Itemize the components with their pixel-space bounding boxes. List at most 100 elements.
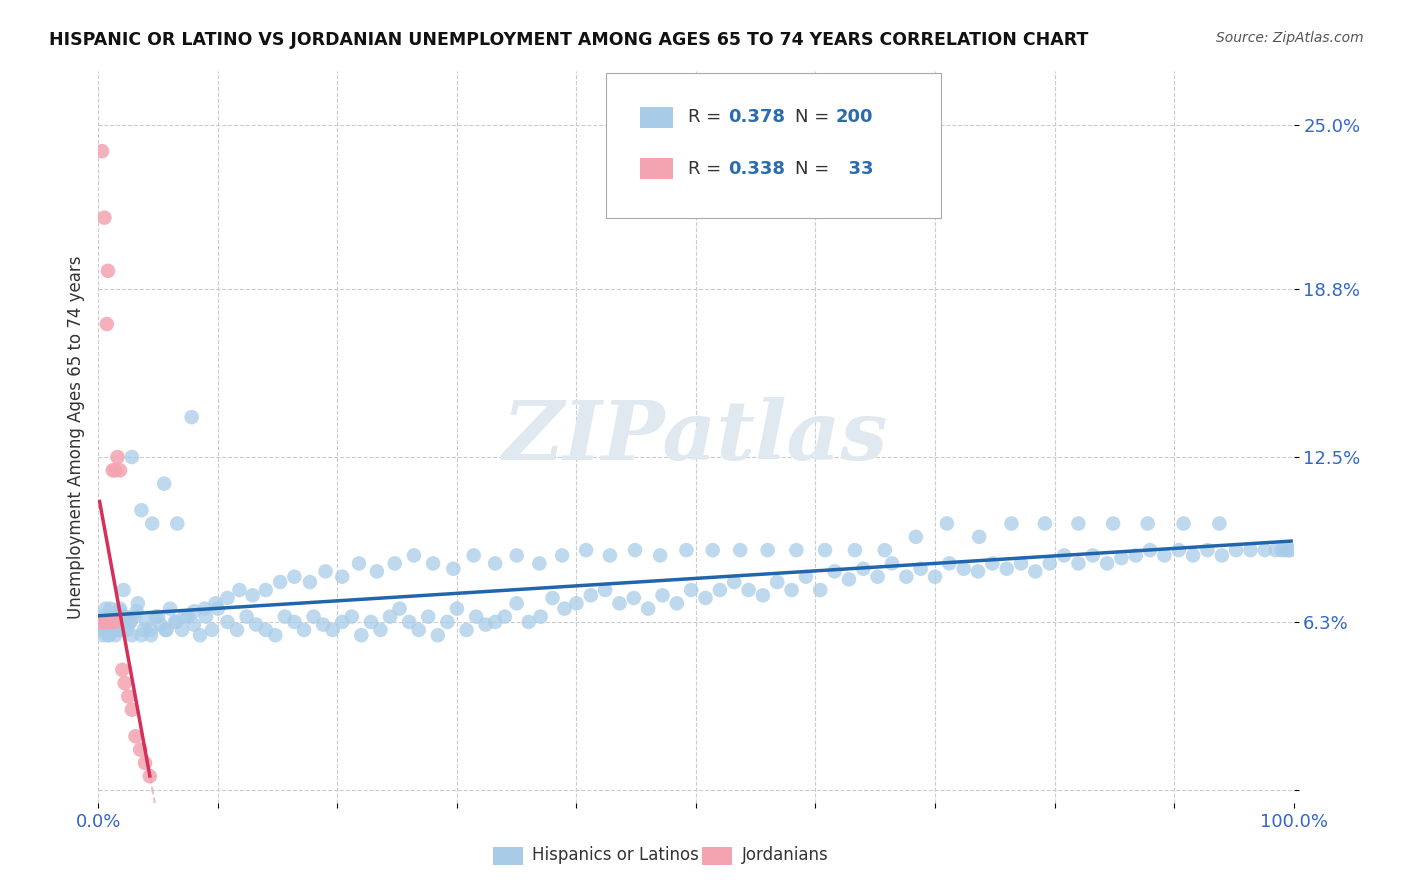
- Point: [228, 582, 250, 597]
- Point: [183, 617, 205, 632]
- Point: [217, 591, 239, 605]
- Point: [93, 623, 115, 637]
- Point: [665, 596, 688, 610]
- Point: [132, 623, 155, 637]
- Point: [1254, 543, 1277, 558]
- Point: [441, 562, 464, 576]
- Point: [675, 543, 697, 558]
- Point: [623, 591, 645, 605]
- Point: [474, 617, 496, 632]
- Point: [166, 516, 188, 531]
- Point: [766, 575, 789, 590]
- Point: [408, 623, 430, 637]
- Text: 0.338: 0.338: [728, 160, 785, 178]
- Point: [292, 623, 315, 637]
- Point: [148, 609, 170, 624]
- Point: [204, 596, 226, 610]
- Point: [110, 623, 132, 637]
- Point: [648, 549, 672, 563]
- Point: [463, 549, 485, 563]
- Point: [101, 615, 124, 629]
- Point: [880, 557, 903, 571]
- Point: [103, 609, 125, 624]
- Point: [924, 570, 946, 584]
- Point: [139, 769, 162, 783]
- Point: [1095, 557, 1118, 571]
- Point: [967, 565, 990, 579]
- Point: [637, 601, 659, 615]
- Point: [104, 628, 127, 642]
- Point: [98, 615, 122, 629]
- Point: [1136, 516, 1159, 531]
- Point: [105, 609, 128, 624]
- Point: [108, 463, 131, 477]
- Point: [312, 617, 335, 632]
- Point: [264, 628, 287, 642]
- Point: [1274, 543, 1296, 558]
- Point: [575, 543, 598, 558]
- Point: [91, 615, 114, 629]
- Point: [1039, 557, 1062, 571]
- Point: [172, 623, 194, 637]
- Point: [681, 582, 703, 597]
- Point: [97, 628, 120, 642]
- Point: [1024, 565, 1046, 579]
- Point: [100, 617, 122, 632]
- Point: [111, 615, 134, 629]
- Point: [104, 463, 127, 477]
- Point: [91, 615, 114, 629]
- Point: [131, 503, 153, 517]
- Point: [90, 615, 112, 629]
- Point: [422, 557, 444, 571]
- Point: [98, 601, 122, 615]
- Point: [96, 317, 118, 331]
- Point: [217, 615, 239, 629]
- Point: [90, 615, 112, 629]
- Point: [1010, 557, 1032, 571]
- Point: [93, 211, 115, 225]
- Point: [100, 615, 122, 629]
- Point: [108, 604, 131, 618]
- Point: [139, 628, 162, 642]
- Point: [159, 601, 181, 615]
- Point: [235, 609, 257, 624]
- Point: [494, 609, 516, 624]
- Point: [135, 615, 157, 629]
- Point: [384, 557, 406, 571]
- Point: [97, 615, 120, 629]
- Point: [995, 562, 1018, 576]
- Point: [330, 570, 353, 584]
- Point: [90, 609, 112, 624]
- Text: Source: ZipAtlas.com: Source: ZipAtlas.com: [1216, 31, 1364, 45]
- Point: [756, 543, 779, 558]
- Point: [118, 615, 141, 629]
- Text: 33: 33: [835, 160, 873, 178]
- Point: [149, 617, 172, 632]
- Point: [115, 623, 138, 637]
- Point: [780, 582, 803, 597]
- Point: [139, 623, 162, 637]
- Point: [541, 591, 564, 605]
- Point: [1211, 549, 1233, 563]
- Point: [808, 582, 831, 597]
- Point: [124, 729, 146, 743]
- Point: [108, 601, 131, 615]
- Point: [91, 615, 114, 629]
- Point: [302, 609, 325, 624]
- Point: [624, 543, 647, 558]
- Point: [824, 565, 846, 579]
- Point: [695, 591, 717, 605]
- Point: [94, 615, 117, 629]
- Point: [651, 588, 673, 602]
- Bar: [640, 107, 673, 128]
- Point: [1197, 543, 1219, 558]
- Point: [418, 609, 440, 624]
- Point: [1111, 551, 1133, 566]
- Point: [1167, 543, 1189, 558]
- Point: [1182, 549, 1205, 563]
- Point: [141, 516, 163, 531]
- Point: [1081, 549, 1104, 563]
- Point: [1225, 543, 1247, 558]
- Point: [121, 703, 143, 717]
- Point: [245, 617, 267, 632]
